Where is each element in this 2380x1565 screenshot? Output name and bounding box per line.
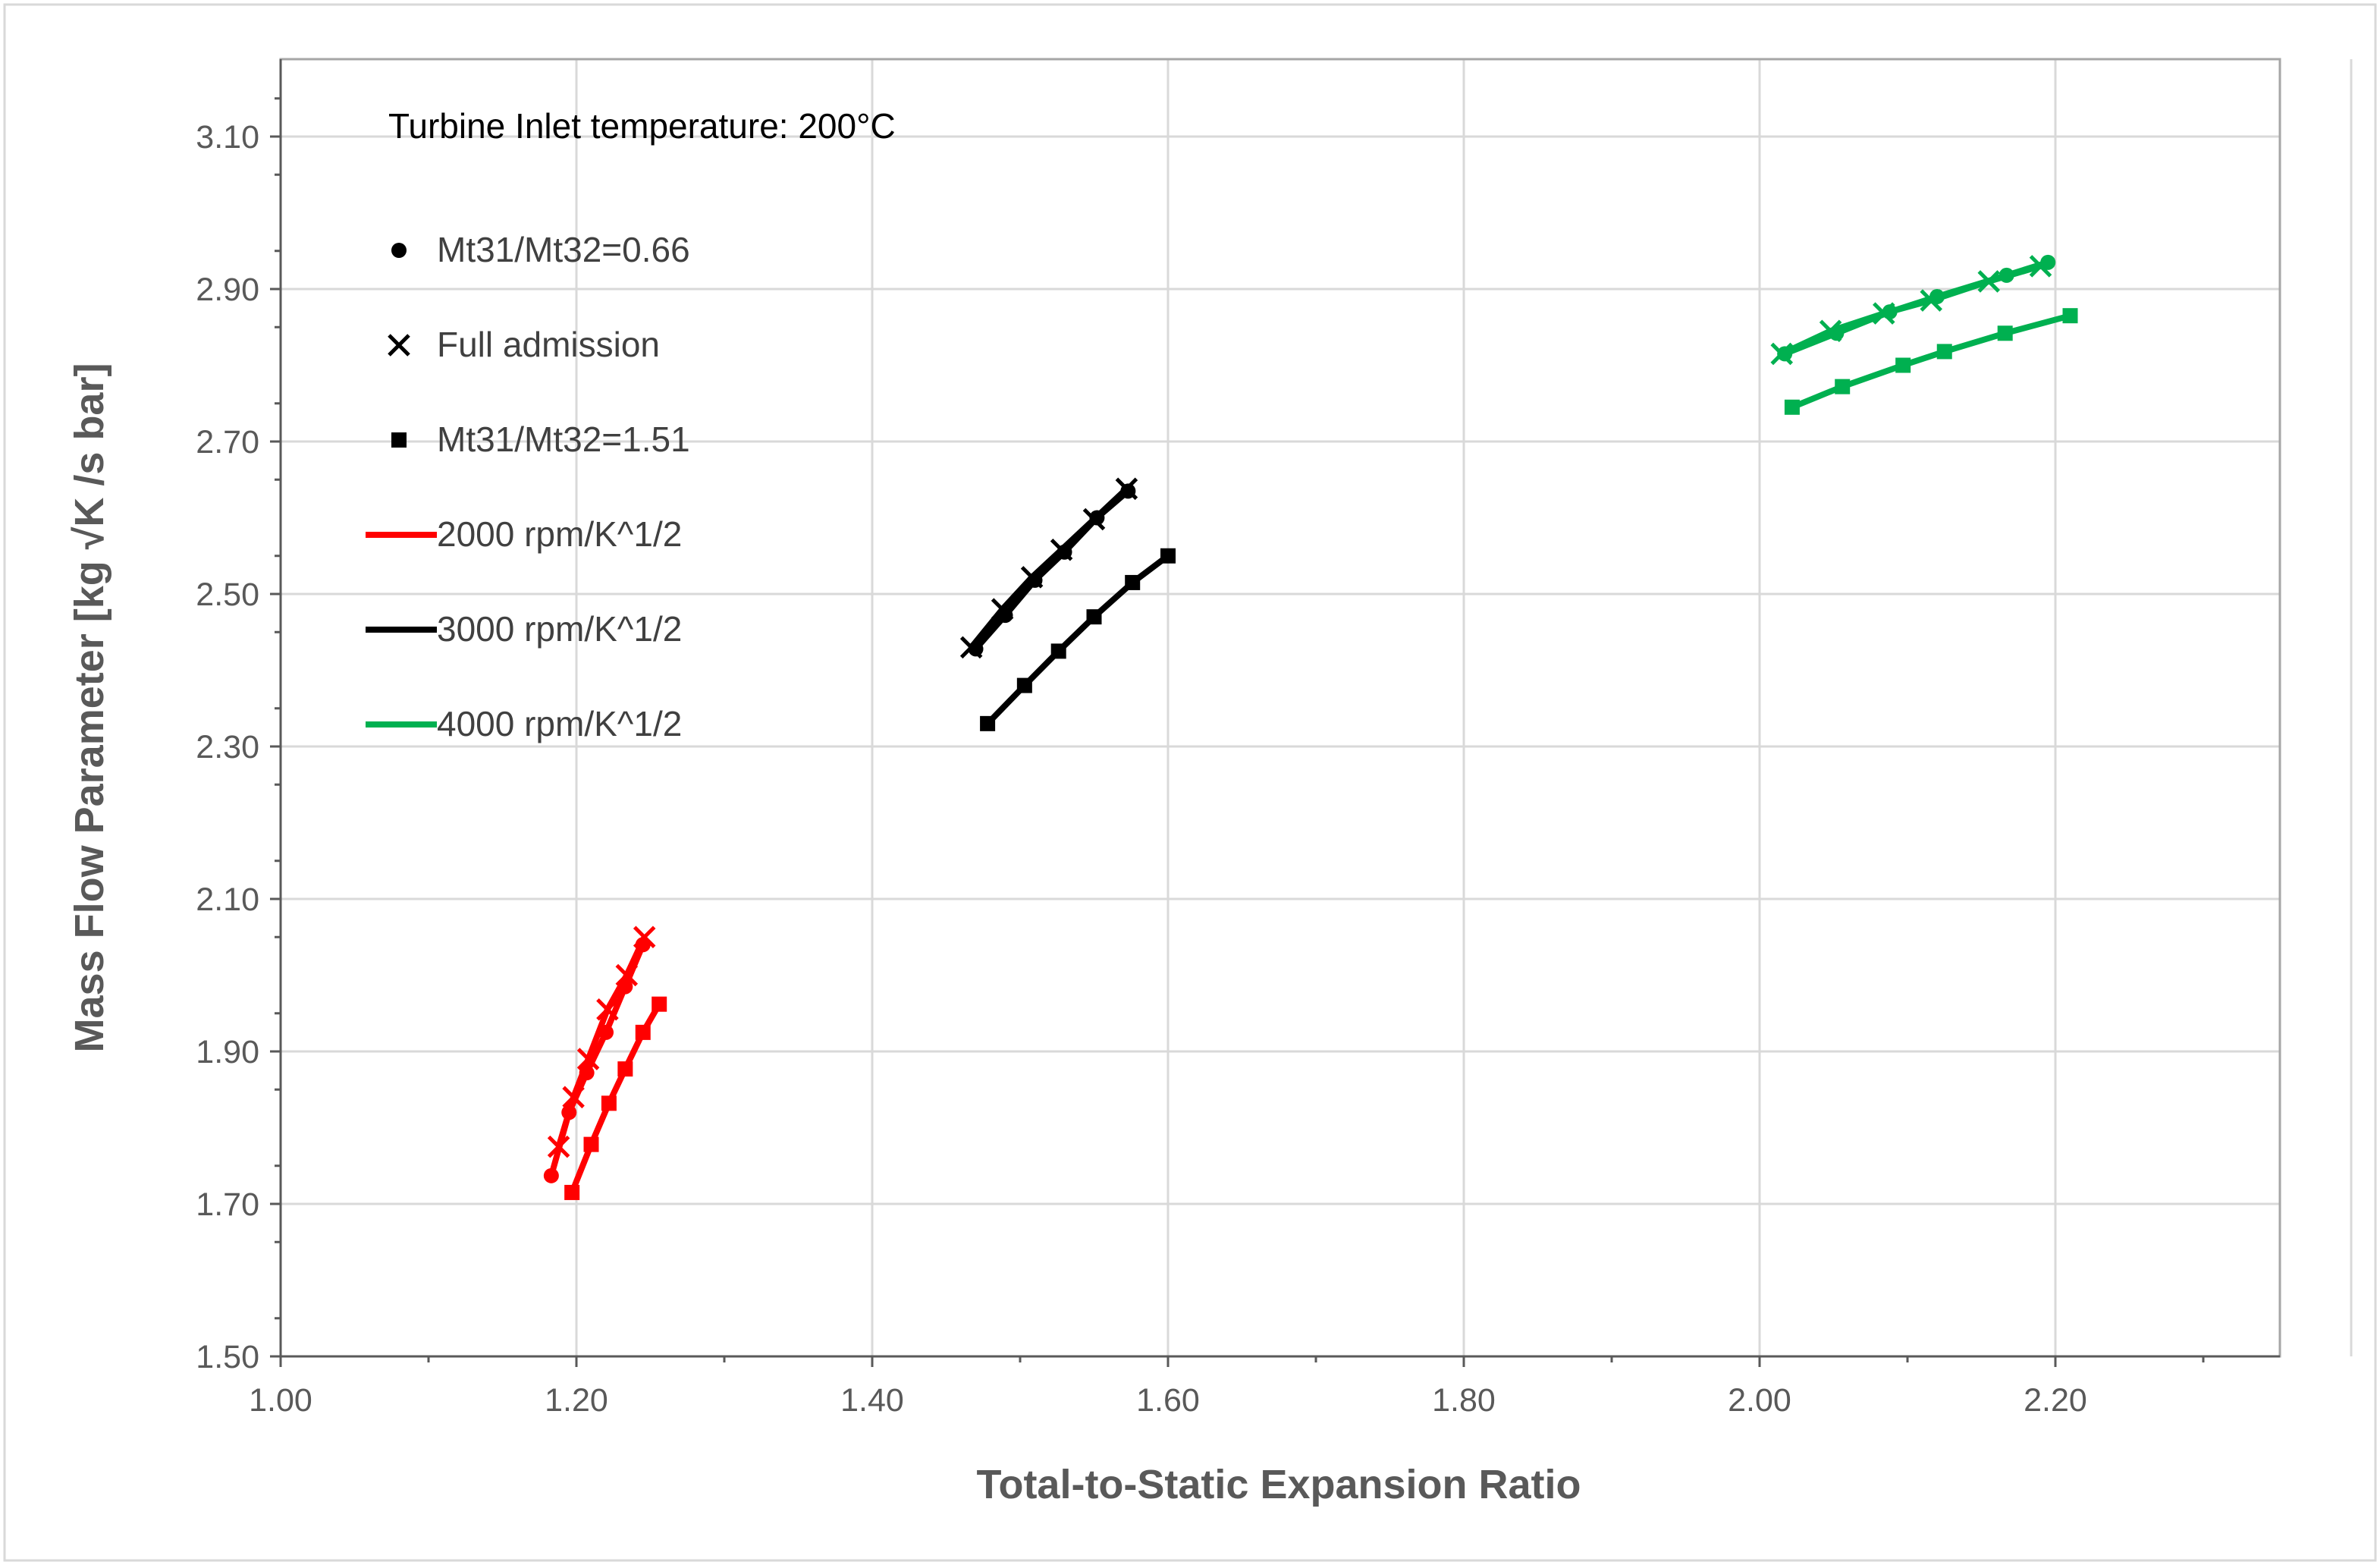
legend-entry-speed: 2000 rpm/K^1/2 (366, 514, 682, 554)
y-tick-label: 2.70 (196, 424, 259, 460)
gridlines (281, 59, 2353, 1356)
y-axis-title: Mass Flow Parameter [kg √K /s bar] (67, 363, 112, 1053)
data-point-cross (1050, 538, 1073, 561)
chart-border (3, 3, 2377, 1562)
legend-label: 3000 rpm/K^1/2 (437, 609, 682, 649)
data-point-cross (1977, 270, 2001, 293)
legend-label: Mt31/Mt32=0.66 (437, 230, 690, 269)
series-line (1780, 263, 2042, 357)
x-tick-label: 2.00 (1728, 1382, 1791, 1419)
data-point-circle (543, 1167, 559, 1183)
data-point-cross (1020, 566, 1044, 589)
data-point-cross (991, 598, 1014, 621)
y-tick-label: 2.10 (196, 881, 259, 918)
data-point-square (564, 1184, 580, 1200)
data-point-square (652, 996, 667, 1012)
data-point-cross (1819, 319, 1842, 343)
legend-entry-marker: Mt31/Mt32=0.66 (391, 230, 690, 269)
y-tick-label: 3.10 (196, 119, 259, 156)
series-square (1784, 308, 2078, 415)
x-tick-label: 1.20 (545, 1382, 608, 1419)
legend-label: Full admission (437, 325, 660, 364)
data-point-square (1086, 609, 1102, 625)
legend: Mt31/Mt32=0.66 Full admission Mt31/Mt32=1.… (366, 230, 690, 743)
legend-marker-square (391, 432, 407, 448)
annotation-text: Turbine Inlet temperature: 200°C (388, 106, 896, 146)
series-line (1791, 313, 2071, 410)
data-point-cross (1115, 477, 1138, 501)
series-square (980, 548, 1176, 731)
data-point-cross (615, 963, 639, 987)
data-point-cross (959, 636, 983, 659)
data-point-square (1050, 643, 1066, 659)
series-line (555, 935, 648, 1148)
series-square (564, 996, 667, 1200)
data-point-square (1936, 344, 1952, 360)
plot-series (543, 254, 2078, 1200)
legend-label: Mt31/Mt32=1.51 (437, 420, 690, 459)
data-point-square (1835, 379, 1851, 394)
legend-entry-marker: Full admission (388, 325, 660, 364)
x-tick-label: 1.00 (249, 1382, 312, 1419)
data-point-square (1016, 677, 1032, 693)
x-tick-label: 2.20 (2024, 1382, 2087, 1419)
data-point-square (2062, 308, 2078, 324)
data-point-square (1895, 357, 1911, 373)
legend-marker-cross (388, 334, 410, 357)
x-tick-label: 1.40 (840, 1382, 904, 1419)
y-tick-label: 1.50 (196, 1339, 259, 1375)
data-point-circle (2040, 254, 2056, 270)
data-point-cross (1873, 302, 1895, 325)
legend-label: 2000 rpm/K^1/2 (437, 514, 682, 554)
data-point-cross (547, 1135, 570, 1158)
data-point-cross (2029, 255, 2052, 278)
legend-entry-speed: 4000 rpm/K^1/2 (366, 704, 682, 743)
data-point-cross (633, 925, 656, 949)
y-tick-label: 1.90 (196, 1034, 259, 1070)
x-tick-label: 1.60 (1136, 1382, 1200, 1419)
y-tick-label: 2.30 (196, 729, 259, 765)
data-point-square (1125, 574, 1141, 590)
legend-marker-circle (391, 243, 407, 258)
data-point-cross (1920, 289, 1942, 312)
y-tick-label: 2.50 (196, 577, 259, 613)
series-cross (959, 477, 1138, 659)
x-axis-title: Total-to-Static Expansion Ratio (976, 1462, 1581, 1507)
series-cross (1770, 255, 2052, 366)
legend-entry-marker: Mt31/Mt32=1.51 (391, 420, 690, 459)
data-point-square (583, 1136, 599, 1152)
data-point-square (1160, 548, 1176, 564)
data-point-square (635, 1024, 651, 1040)
series-cross (547, 925, 656, 1158)
y-tick-label: 2.90 (196, 272, 259, 308)
data-point-square (980, 715, 996, 731)
data-point-cross (562, 1086, 585, 1109)
data-point-square (1997, 325, 2013, 341)
data-point-cross (596, 998, 619, 1021)
data-point-cross (576, 1048, 600, 1070)
x-tick-label: 1.80 (1432, 1382, 1496, 1419)
data-point-square (617, 1061, 633, 1077)
data-point-square (1784, 399, 1800, 415)
data-point-cross (1770, 342, 1794, 366)
legend-entry-speed: 3000 rpm/K^1/2 (366, 609, 682, 649)
data-point-square (601, 1095, 617, 1111)
data-point-cross (1082, 508, 1106, 531)
legend-label: 4000 rpm/K^1/2 (437, 704, 682, 743)
y-tick-label: 1.70 (196, 1186, 259, 1223)
axes: 1.50 1.70 1.90 2.10 2.30 2.50 2.70 2.90 3.10 1.00… (196, 59, 2280, 1419)
